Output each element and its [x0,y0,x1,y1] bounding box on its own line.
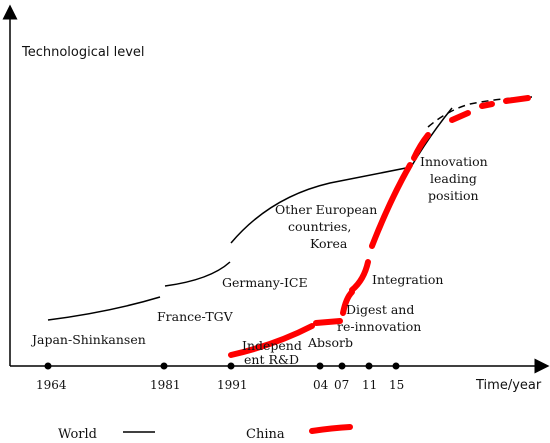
label-digest-2: re-innovation [337,319,421,334]
tick-dot-15 [392,362,400,370]
legend-china-label: China [246,427,285,442]
tick-label-11: 11 [362,378,377,392]
world-curve-france [164,261,231,287]
tick-label-1964: 1964 [36,378,67,392]
tick-dot-11 [365,362,373,370]
legend-world-label: World [58,427,97,442]
x-axis-label: Time/year [475,378,542,393]
y-axis-label: Technological level [21,45,145,60]
tick-dot-1981 [160,362,168,370]
label-integration: Integration [372,272,443,287]
label-innovation-1: Innovation [420,154,488,169]
label-other-european-3: Korea [310,236,348,251]
tick-label-04: 04 [313,378,329,392]
china-curve-dash-1 [449,110,471,123]
label-absorb: Absorb [307,335,353,350]
china-curve-dash-2 [479,101,495,109]
world-curve-japan [47,296,161,321]
label-digest-1: Digest and [346,302,414,317]
china-curve-segment-5 [369,162,413,249]
tick-label-07: 07 [334,378,349,392]
label-japan-shinkansen: Japan-Shinkansen [30,332,146,347]
label-other-european-2: countries, [288,219,351,234]
tick-dot-1991 [227,362,235,370]
tick-label-15: 15 [389,378,404,392]
tick-label-1981: 1981 [150,378,181,392]
china-curve-segment-2 [313,318,343,326]
tick-dot-07 [338,362,346,370]
china-curve-segment-1 [228,323,315,358]
label-germany-ice: Germany-ICE [222,275,308,290]
china-curve-segment-4 [349,259,371,293]
label-innovation-2: leading [430,171,477,186]
label-independent-rd-1: Independ [242,338,302,353]
tick-dot-04 [316,362,324,370]
china-curve-segment-3 [340,289,355,316]
tick-dot-1964 [44,362,52,370]
china-curve-segment-6 [411,132,431,161]
tick-label-1991: 1991 [217,378,248,392]
label-other-european-1: Other European [275,202,377,217]
world-curve-future-dashed [427,96,533,128]
legend: World China [58,424,353,442]
label-innovation-3: position [428,188,479,203]
label-france-tgv: France-TGV [157,309,234,324]
china-curve-dash-3 [503,95,531,104]
legend-china-swatch [309,424,353,434]
label-independent-rd-2: ent R&D [244,352,299,367]
world-curve-germany-europe [230,166,412,244]
